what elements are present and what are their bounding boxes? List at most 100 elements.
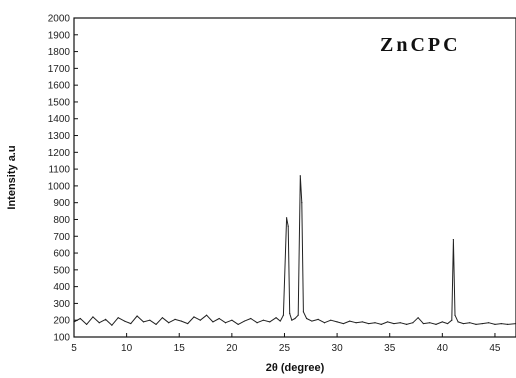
data-point <box>86 323 88 326</box>
x-tick-label: 15 <box>174 343 186 354</box>
data-point <box>291 319 293 321</box>
x-tick-label: 25 <box>279 343 291 354</box>
x-axis-ticks: 5 10 15 20 25 30 35 40 45 <box>71 333 501 354</box>
x-tick-label: 5 <box>71 343 77 354</box>
data-point <box>187 322 189 325</box>
y-tick-label: 2000 <box>48 14 71 25</box>
data-point <box>380 323 382 326</box>
x-tick-label: 35 <box>384 343 396 354</box>
data-point <box>237 323 239 326</box>
data-point <box>218 317 220 320</box>
data-point <box>374 322 376 324</box>
data-point <box>422 322 424 325</box>
data-point <box>475 323 477 326</box>
data-point <box>368 322 370 325</box>
y-tick-label: 1200 <box>48 148 71 159</box>
data-point <box>262 319 265 321</box>
data-point <box>387 321 389 323</box>
plot-area <box>73 175 516 326</box>
x-axis-title: 2θ (degree) <box>266 362 325 374</box>
y-axis-title: Intensity a.u <box>6 145 18 209</box>
y-tick-label: 400 <box>53 282 70 293</box>
data-point <box>231 319 233 321</box>
sample-label: ZnCPC <box>380 34 461 56</box>
y-tick-label: 1100 <box>48 165 70 176</box>
y-tick-label: 200 <box>53 316 70 327</box>
x-tick-label: 45 <box>489 343 501 354</box>
data-point <box>500 322 502 325</box>
data-point <box>349 320 351 322</box>
data-point <box>161 317 163 319</box>
data-point <box>305 317 308 320</box>
data-point <box>250 317 252 320</box>
y-axis-ticks: 100 200 300 400 500 600 700 800 900 1000 1100 1200 1… <box>48 14 78 344</box>
data-point <box>130 322 132 325</box>
data-point <box>481 322 483 325</box>
x-tick-label: 40 <box>437 343 449 354</box>
data-point <box>98 322 100 324</box>
data-point <box>311 320 313 322</box>
y-tick-label: 1500 <box>48 97 71 108</box>
data-point <box>206 314 208 316</box>
data-point <box>79 317 81 320</box>
data-point <box>446 322 449 325</box>
data-point <box>193 316 195 318</box>
data-point <box>355 322 357 324</box>
data-point <box>92 316 94 318</box>
data-point <box>256 322 258 324</box>
data-point <box>123 320 126 322</box>
data-point <box>224 322 227 324</box>
data-point <box>243 320 246 322</box>
data-point <box>429 322 431 324</box>
data-point <box>168 322 170 324</box>
data-point <box>454 314 456 316</box>
data-point <box>302 311 305 313</box>
data-point <box>336 321 338 323</box>
y-tick-label: 1000 <box>48 181 71 192</box>
data-point <box>136 315 138 317</box>
data-point <box>111 324 113 326</box>
data-point <box>441 321 443 323</box>
data-point <box>488 322 490 324</box>
x-tick-label: 30 <box>332 343 344 354</box>
data-point <box>279 320 281 322</box>
data-point <box>301 202 303 204</box>
data-point <box>212 321 214 323</box>
data-point <box>287 225 289 227</box>
data-point <box>155 323 157 326</box>
data-point <box>457 321 459 323</box>
y-tick-label: 500 <box>53 265 70 276</box>
data-point <box>317 318 319 320</box>
data-point <box>149 319 151 321</box>
y-tick-label: 900 <box>53 198 70 209</box>
data-point <box>299 175 301 177</box>
y-tick-label: 1700 <box>48 64 71 75</box>
data-point <box>199 319 201 321</box>
y-tick-label: 1800 <box>48 47 71 58</box>
y-tick-label: 100 <box>53 333 70 344</box>
data-point <box>452 239 454 241</box>
data-point <box>294 317 296 320</box>
data-point <box>361 321 363 323</box>
data-point <box>412 322 414 324</box>
data-point <box>405 323 408 326</box>
data-point <box>275 317 277 319</box>
y-tick-label: 1600 <box>48 81 71 92</box>
data-point <box>451 319 453 321</box>
data-point <box>289 312 291 315</box>
y-tick-label: 1400 <box>48 114 71 125</box>
y-tick-label: 1900 <box>48 30 71 41</box>
x-tick-label: 20 <box>226 343 238 354</box>
data-point <box>417 317 419 319</box>
data-point <box>282 314 285 316</box>
data-point <box>117 317 119 319</box>
data-point <box>180 320 182 322</box>
data-point <box>462 322 464 325</box>
data-point <box>494 323 496 326</box>
y-tick-label: 800 <box>53 215 70 226</box>
y-tick-label: 300 <box>53 299 70 310</box>
data-point <box>269 321 271 323</box>
data-point <box>435 323 437 326</box>
